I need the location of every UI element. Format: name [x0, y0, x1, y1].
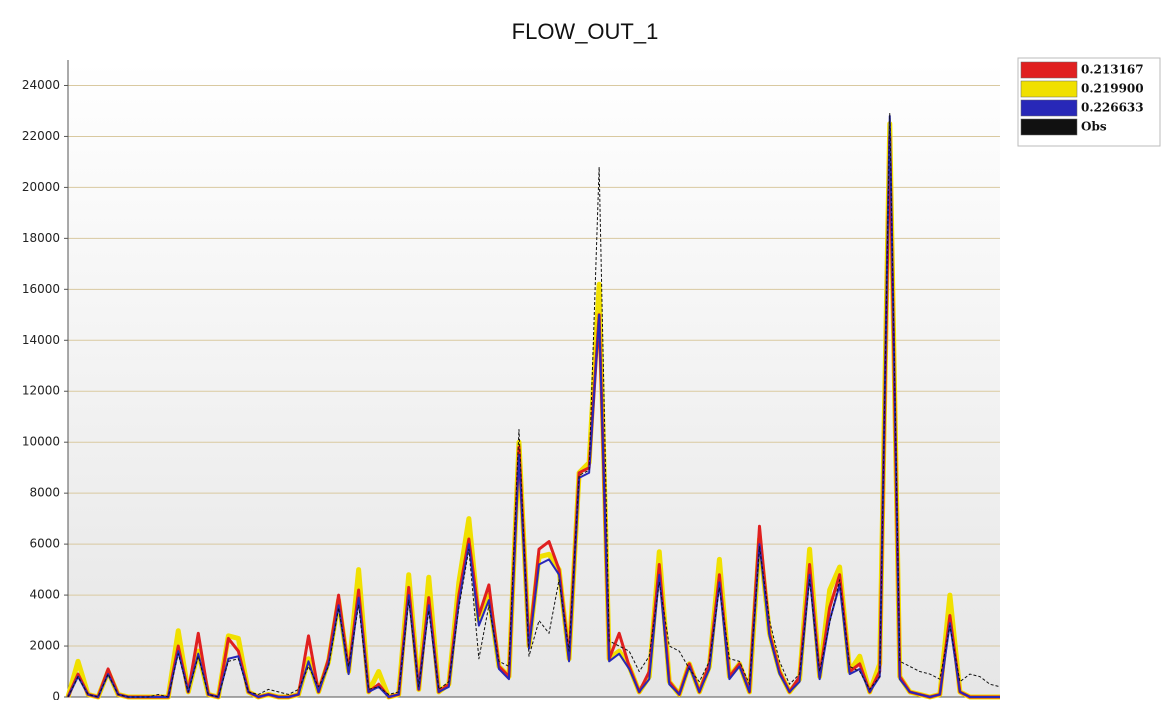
- series-line: [67, 113, 1001, 698]
- legend-label: Obs: [1081, 120, 1107, 134]
- y-tick-label: 0: [52, 690, 60, 701]
- y-tick-label: 24000: [22, 78, 60, 92]
- y-tick-label: 8000: [29, 486, 60, 500]
- legend-label: 0.226633: [1081, 101, 1144, 115]
- legend-swatch: [1020, 80, 1078, 98]
- y-tick-label: 2000: [29, 639, 60, 653]
- y-tick-label: 4000: [29, 588, 60, 602]
- legend-label: 0.219900: [1081, 82, 1144, 96]
- legend-swatch: [1020, 61, 1078, 79]
- y-tick-label: 6000: [29, 537, 60, 551]
- legend-swatch: [1020, 118, 1078, 136]
- y-tick-label: 10000: [22, 435, 60, 449]
- y-tick-label: 22000: [22, 129, 60, 143]
- y-tick-label: 20000: [22, 180, 60, 194]
- legend-label: 0.213167: [1081, 63, 1144, 77]
- y-tick-label: 14000: [22, 333, 60, 347]
- legend-swatch: [1020, 99, 1078, 117]
- chart-title: FLOW_OUT_1: [512, 19, 659, 44]
- y-tick-label: 16000: [22, 282, 60, 296]
- y-tick-label: 18000: [22, 231, 60, 245]
- y-tick-label: 12000: [22, 384, 60, 398]
